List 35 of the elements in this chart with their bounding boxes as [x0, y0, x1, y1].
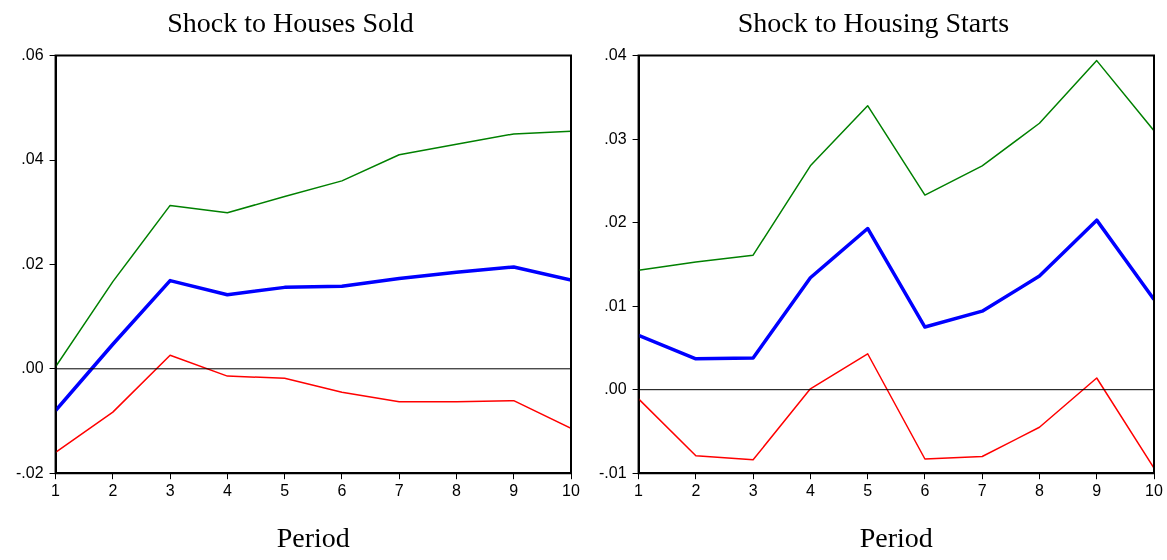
x-tick-label: 9	[1092, 482, 1102, 500]
x-tick-label: 10	[562, 482, 580, 500]
y-tick-label: .04	[604, 46, 627, 64]
x-tick-label: 1	[51, 482, 61, 500]
chart-title: Shock to Housing Starts	[737, 7, 1010, 39]
x-tick-label: 8	[1035, 482, 1045, 500]
x-tick-label: 6	[337, 482, 347, 500]
x-tick-label: 9	[509, 482, 519, 500]
y-tick-label: .02	[604, 213, 627, 231]
x-tick-label: 7	[394, 482, 404, 500]
x-tick-label: 5	[280, 482, 290, 500]
y-tick-label: .04	[21, 150, 44, 168]
x-tick-label: 8	[452, 482, 462, 500]
y-tick-label: .02	[21, 254, 44, 272]
x-tick-label: 7	[977, 482, 987, 500]
x-tick-label: 2	[108, 482, 118, 500]
x-tick-label: 10	[1145, 482, 1163, 500]
x-tick-label: 1	[634, 482, 644, 500]
x-tick-label: 3	[165, 482, 175, 500]
x-tick-label: 4	[805, 482, 815, 500]
y-tick-label: .06	[21, 46, 44, 64]
y-tick-label: -.02	[15, 463, 44, 481]
x-tick-label: 2	[691, 482, 701, 500]
x-tick-label: 6	[920, 482, 930, 500]
x-axis-title: Period	[859, 521, 933, 553]
chart-title: Shock to Houses Sold	[167, 7, 414, 39]
y-tick-label: .00	[21, 359, 44, 377]
y-tick-label: .01	[604, 296, 627, 314]
y-tick-label: .00	[604, 380, 627, 398]
y-tick-label: -.01	[598, 463, 627, 481]
x-axis-title: Period	[276, 521, 350, 553]
x-tick-label: 4	[222, 482, 232, 500]
x-tick-label: 3	[748, 482, 758, 500]
y-tick-label: .03	[604, 129, 627, 147]
x-tick-label: 5	[863, 482, 873, 500]
